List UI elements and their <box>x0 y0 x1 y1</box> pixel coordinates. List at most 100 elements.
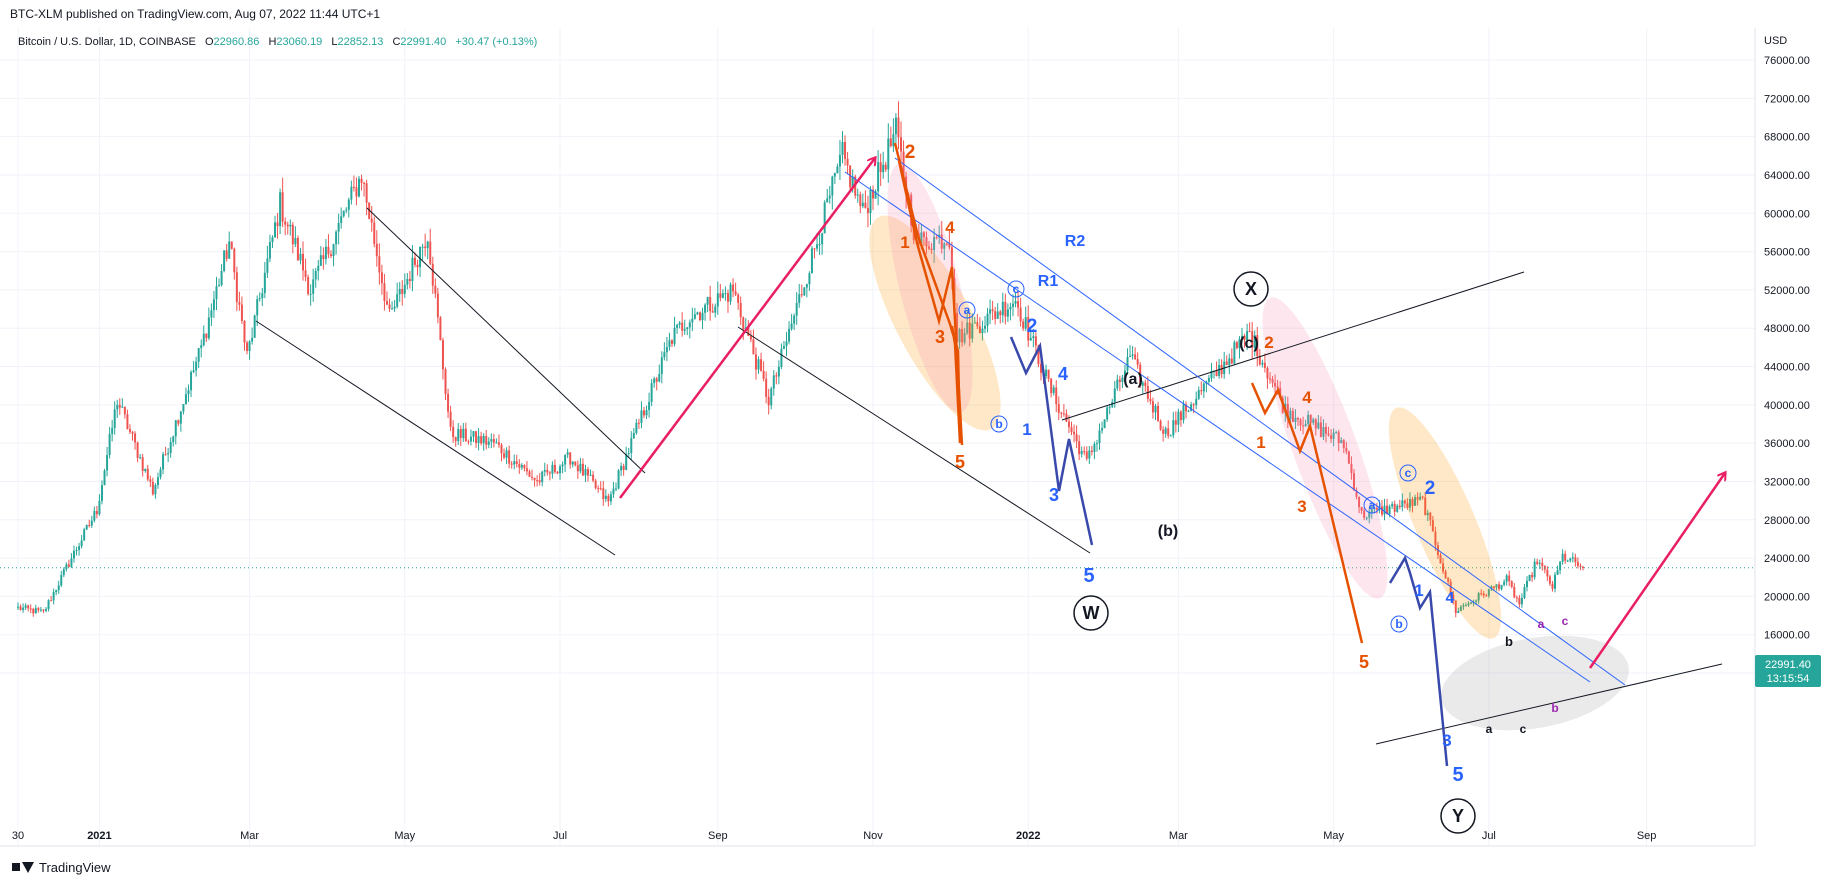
candle-body <box>83 529 86 541</box>
candle-body <box>571 461 574 465</box>
candle-body <box>1327 433 1330 436</box>
time-tick-label: 2022 <box>1016 830 1040 842</box>
candle-body <box>983 325 986 329</box>
candle-body <box>251 337 254 342</box>
price-axis[interactable]: 76000.00 72000.00 68000.00 64000.00 60000.00… <box>1764 55 1810 680</box>
candle-body <box>1006 309 1009 317</box>
candle-body <box>1251 331 1254 348</box>
tradingview-logo-icon[interactable] <box>12 860 34 874</box>
candle-body <box>190 371 193 391</box>
time-axis[interactable]: 30 2021 Mar May Jul Sep Nov 2022 Mar May Jul Sep <box>0 830 1755 847</box>
candle-body <box>403 284 406 294</box>
candle-body <box>1113 388 1116 402</box>
candle-body <box>1108 406 1111 408</box>
candle-body <box>696 312 699 315</box>
candle-body <box>780 348 783 367</box>
candle-body <box>790 323 793 329</box>
candle-body <box>625 454 628 470</box>
candle-body <box>1340 440 1343 444</box>
candle-body <box>1355 490 1358 497</box>
candle-body <box>1569 558 1572 561</box>
candle-body <box>920 232 923 244</box>
time-tick-label: Mar <box>1169 830 1188 842</box>
candle-body <box>1546 569 1549 577</box>
candle-body <box>1248 331 1251 333</box>
candle-body <box>1151 401 1154 413</box>
price-tick-label: 16000.00 <box>1764 630 1810 642</box>
candle-body <box>1256 335 1259 357</box>
candle-body <box>1480 593 1483 595</box>
candle-body <box>192 370 195 372</box>
resistance-line-r1 <box>844 171 1591 683</box>
candle-body <box>788 328 791 342</box>
candle-body <box>928 246 931 249</box>
wave-label: 4 <box>1446 590 1455 607</box>
candle-body <box>668 340 671 348</box>
candle-body <box>973 322 976 324</box>
low-label: L <box>331 36 337 48</box>
candle-body <box>228 241 231 259</box>
candle-body <box>1459 606 1462 611</box>
symbol-name: Bitcoin / U.S. Dollar, 1D, COINBASE <box>18 36 196 48</box>
candle-body <box>1444 571 1447 579</box>
candle-body <box>999 311 1002 316</box>
candle-body <box>800 294 803 296</box>
change-value: +30.47 (+0.13%) <box>455 36 537 48</box>
candle-body <box>594 480 597 488</box>
candle-body <box>88 525 91 527</box>
candle-body <box>1500 584 1503 590</box>
candle-body <box>721 293 724 298</box>
candle-body <box>1475 600 1478 602</box>
candle-body <box>734 291 737 295</box>
candle-body <box>309 293 312 295</box>
candle-body <box>184 394 187 405</box>
candle-body <box>528 471 531 477</box>
candle-body <box>851 176 854 188</box>
price-tick-label: 36000.00 <box>1764 438 1810 450</box>
candle-body <box>70 558 73 567</box>
candle-body <box>701 312 704 321</box>
candle-body <box>650 383 653 402</box>
candle-body <box>533 477 536 481</box>
candle-body <box>55 590 58 593</box>
candle-body <box>159 469 162 478</box>
candle-body <box>1070 427 1073 432</box>
candle-body <box>1582 566 1584 568</box>
candle-body <box>457 429 460 442</box>
candle-body <box>469 436 472 442</box>
time-tick-label: Sep <box>708 830 728 842</box>
price-tick-label: 40000.00 <box>1764 400 1810 412</box>
candle-body <box>1037 345 1040 364</box>
candle-body <box>1462 605 1465 607</box>
candle-body <box>637 422 640 424</box>
candle-body <box>126 414 129 430</box>
candle-body <box>704 304 707 313</box>
candle-body <box>607 495 610 502</box>
candle-body <box>976 322 979 327</box>
candle-body <box>1304 424 1307 426</box>
candle-body <box>1185 404 1188 412</box>
candle-body <box>861 202 864 207</box>
candle-body <box>531 476 534 478</box>
candle-body <box>1103 419 1106 429</box>
wave-label: c <box>1405 466 1412 480</box>
candle-body <box>589 474 592 476</box>
candle-body <box>1210 370 1213 379</box>
candle-body <box>1528 574 1531 581</box>
candle-body <box>648 401 651 411</box>
candle-body <box>500 444 503 454</box>
candle-body <box>179 411 182 424</box>
wave-label: c <box>1520 722 1527 736</box>
wave-label: 1 <box>1022 420 1031 439</box>
candle-body <box>398 288 401 295</box>
candle-body <box>1564 553 1567 561</box>
candle-body <box>541 471 544 483</box>
candle-body <box>805 284 808 288</box>
close-value: 22991.40 <box>400 36 446 48</box>
candle-body <box>1215 370 1218 377</box>
candle-body <box>948 243 951 248</box>
brand-name[interactable]: TradingView <box>39 859 111 875</box>
candle-body <box>566 452 569 455</box>
candle-body <box>108 433 111 456</box>
